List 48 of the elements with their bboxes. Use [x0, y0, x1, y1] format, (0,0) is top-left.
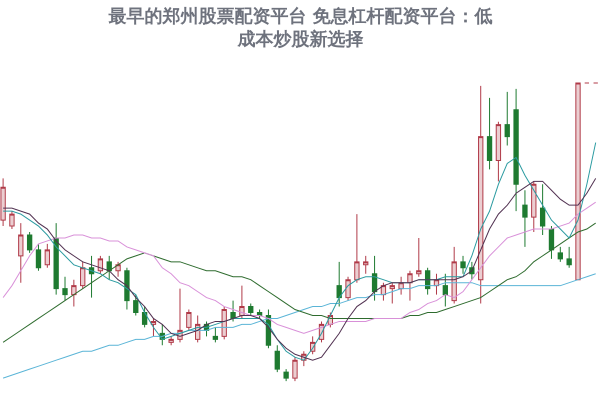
candlestick [460, 255, 466, 274]
candlestick [522, 190, 528, 248]
candlestick [540, 184, 546, 236]
candlestick [336, 261, 342, 308]
candlestick [558, 246, 563, 262]
candlestick [566, 246, 572, 268]
candlestick [478, 85, 484, 304]
candlestick [575, 82, 581, 280]
candlestick [390, 282, 395, 304]
candlestick [372, 255, 378, 302]
candlestick [504, 91, 510, 146]
candlestick [363, 255, 368, 274]
candlestick [274, 344, 280, 373]
candlestick [283, 368, 289, 382]
candlestick [80, 261, 86, 290]
candlestick [26, 232, 32, 254]
candlestick [71, 279, 77, 308]
candlestick [424, 267, 430, 296]
candlestick [442, 273, 448, 308]
candlestick [248, 303, 254, 316]
candlestick [548, 226, 554, 260]
candlestick [186, 309, 192, 331]
candlestick [88, 255, 94, 298]
chart-title: 最早的郑州股票配资平台 免息杠杆配资平台：低成本炒股新选择 [107, 6, 493, 50]
candlestick [44, 243, 50, 268]
candlestick [230, 300, 236, 322]
candlestick [168, 336, 174, 346]
candlestick [9, 210, 15, 230]
candlestick [62, 276, 68, 302]
candlestick [292, 356, 298, 382]
candlestick [142, 306, 148, 328]
candlestick [212, 326, 218, 343]
candlestick [496, 121, 502, 182]
candlestick [18, 222, 24, 284]
candlestick [0, 178, 6, 227]
candlestick [106, 255, 112, 280]
candlestick [54, 222, 59, 296]
candlestick [354, 214, 360, 284]
candlestick [452, 246, 457, 304]
candlestick [150, 318, 156, 337]
candlestick [531, 180, 536, 233]
candlestick [407, 270, 413, 302]
candlestick [36, 243, 42, 272]
candlestick [486, 97, 492, 170]
candlestick [416, 237, 422, 278]
candlestick [133, 294, 138, 316]
candlestick [98, 255, 104, 274]
candlestick [513, 88, 519, 212]
